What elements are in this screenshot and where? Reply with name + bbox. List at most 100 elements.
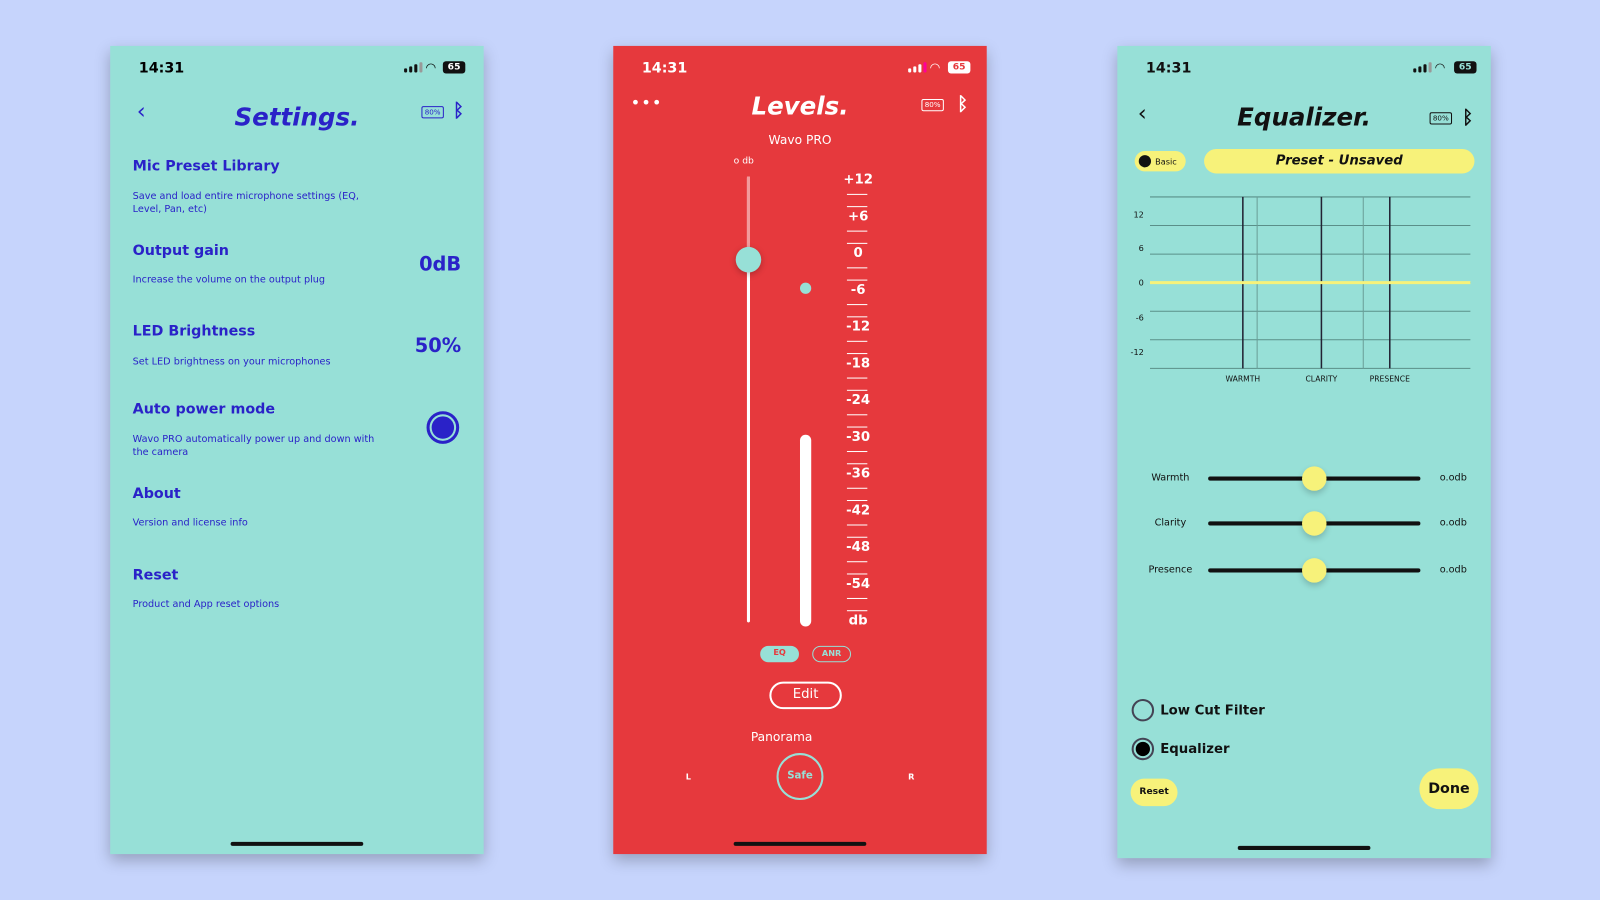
page-title: Settings.	[234, 103, 360, 132]
db-tick	[846, 353, 868, 355]
device-name: Wavo PRO	[768, 132, 832, 147]
db-scale-label: -42	[846, 503, 871, 519]
db-tick	[846, 451, 868, 453]
panorama-label: Panorama	[750, 729, 813, 744]
signal-icon	[908, 62, 927, 73]
db-tick	[846, 267, 868, 269]
db-tick	[846, 610, 868, 612]
db-tick	[846, 536, 868, 538]
db-tick	[846, 340, 868, 342]
page-title: Equalizer.	[1237, 103, 1371, 132]
db-scale-label: -54	[846, 576, 871, 592]
auto-power-toggle[interactable]	[426, 411, 460, 444]
home-indicator	[733, 841, 867, 846]
wifi-icon: ◠	[929, 60, 941, 75]
y-tick-label: 6	[1139, 243, 1144, 253]
levels-screen: 14:31 ◠ 65 ••• Levels. 80% ᛒ Wavo PRO o …	[613, 45, 987, 855]
db-scale-label: 0	[853, 245, 863, 262]
home-indicator	[1237, 845, 1371, 850]
settings-screen: 14:31 ◠ 65 ‹ Settings. 80% ᛒ Mic Preset …	[110, 45, 484, 855]
y-tick-label: -6	[1136, 312, 1144, 322]
slider-knob[interactable]	[1302, 466, 1327, 491]
pan-knob[interactable]: Safe	[776, 753, 824, 800]
reset-button[interactable]: Reset	[1130, 778, 1178, 807]
gain-slider-label: o db	[733, 156, 754, 167]
basic-mode-toggle[interactable]: Basic	[1134, 151, 1186, 172]
slider-knob[interactable]	[1302, 511, 1327, 536]
status-time: 14:31	[138, 60, 185, 77]
bluetooth-icon: ᛒ	[957, 93, 969, 116]
y-tick-label: 0	[1139, 278, 1144, 288]
db-scale-label: -48	[846, 539, 871, 556]
db-scale-label: -30	[846, 429, 871, 445]
home-indicator	[230, 841, 364, 846]
db-tick	[846, 279, 868, 281]
db-tick	[846, 230, 868, 232]
db-scale-label: -18	[846, 356, 871, 372]
db-tick	[846, 524, 868, 526]
preset-selector[interactable]: Preset - Unsaved	[1204, 148, 1475, 174]
anr-badge[interactable]: ANR	[812, 645, 852, 663]
bluetooth-icon: ᛒ	[1462, 107, 1474, 129]
radio-button[interactable]	[1131, 698, 1155, 722]
y-tick-label: -12	[1131, 347, 1144, 357]
db-scale-label: -24	[846, 392, 871, 409]
db-scale-label: -36	[846, 466, 871, 482]
battery-icon: 65	[442, 61, 466, 74]
status-time: 14:31	[641, 60, 688, 77]
battery-icon: 65	[947, 61, 971, 74]
band-label: CLARITY	[1305, 375, 1337, 384]
db-scale-label: +6	[847, 209, 869, 225]
db-tick	[846, 193, 868, 195]
band-label: WARMTH	[1226, 375, 1261, 384]
db-tick	[846, 414, 868, 416]
pan-right-label: R	[908, 772, 915, 782]
option-low-cut-filter[interactable]: Low Cut Filter	[1131, 698, 1265, 722]
back-button[interactable]: ‹	[136, 98, 146, 125]
db-tick	[846, 487, 868, 489]
edit-button[interactable]: Edit	[769, 681, 842, 710]
db-scale-label: -12	[846, 319, 871, 335]
page-title: Levels.	[751, 91, 849, 121]
radio-button[interactable]	[1131, 737, 1155, 761]
led-brightness-value: 50%	[414, 334, 462, 358]
eq-badge[interactable]: EQ	[760, 645, 799, 663]
db-tick	[846, 316, 868, 318]
equalizer-screen: 14:31 ◠ 65 ‹ Equalizer. 80% ᛒ Basic Pres…	[1117, 45, 1491, 859]
pan-left-label: L	[685, 772, 691, 782]
back-button[interactable]: ‹	[1137, 101, 1147, 127]
device-battery-icon: 80%	[1429, 112, 1453, 125]
db-scale-label: db	[848, 613, 868, 629]
db-tick	[846, 499, 868, 502]
db-tick	[846, 597, 868, 599]
db-tick	[846, 561, 868, 563]
gain-slider-track[interactable]	[746, 176, 750, 623]
db-tick	[846, 463, 868, 465]
level-meter-bar	[799, 434, 812, 627]
db-tick	[846, 573, 868, 575]
db-tick	[846, 426, 868, 428]
slider-knob[interactable]	[1302, 558, 1327, 583]
gain-slider-knob[interactable]	[735, 246, 762, 273]
wifi-icon: ◠	[1434, 60, 1446, 75]
bluetooth-icon: ᛒ	[453, 99, 465, 122]
more-menu-button[interactable]: •••	[630, 92, 663, 113]
battery-icon: 65	[1454, 61, 1477, 74]
y-tick-label: 12	[1133, 209, 1143, 219]
band-label: PRESENCE	[1370, 375, 1410, 384]
done-button[interactable]: Done	[1419, 768, 1479, 810]
db-scale-label: +12	[843, 172, 873, 188]
output-gain-value: 0dB	[419, 253, 462, 276]
wifi-icon: ◠	[425, 60, 437, 75]
db-tick	[846, 304, 868, 306]
db-tick	[846, 242, 868, 244]
status-time: 14:31	[1145, 60, 1192, 77]
db-tick	[846, 377, 868, 379]
db-scale-label: -6	[850, 282, 866, 298]
signal-icon	[404, 62, 423, 73]
db-tick	[846, 389, 868, 391]
option-equalizer[interactable]: Equalizer	[1131, 737, 1230, 761]
signal-icon	[1413, 62, 1432, 73]
db-tick	[846, 206, 868, 208]
mode-dot-icon	[1138, 155, 1152, 168]
